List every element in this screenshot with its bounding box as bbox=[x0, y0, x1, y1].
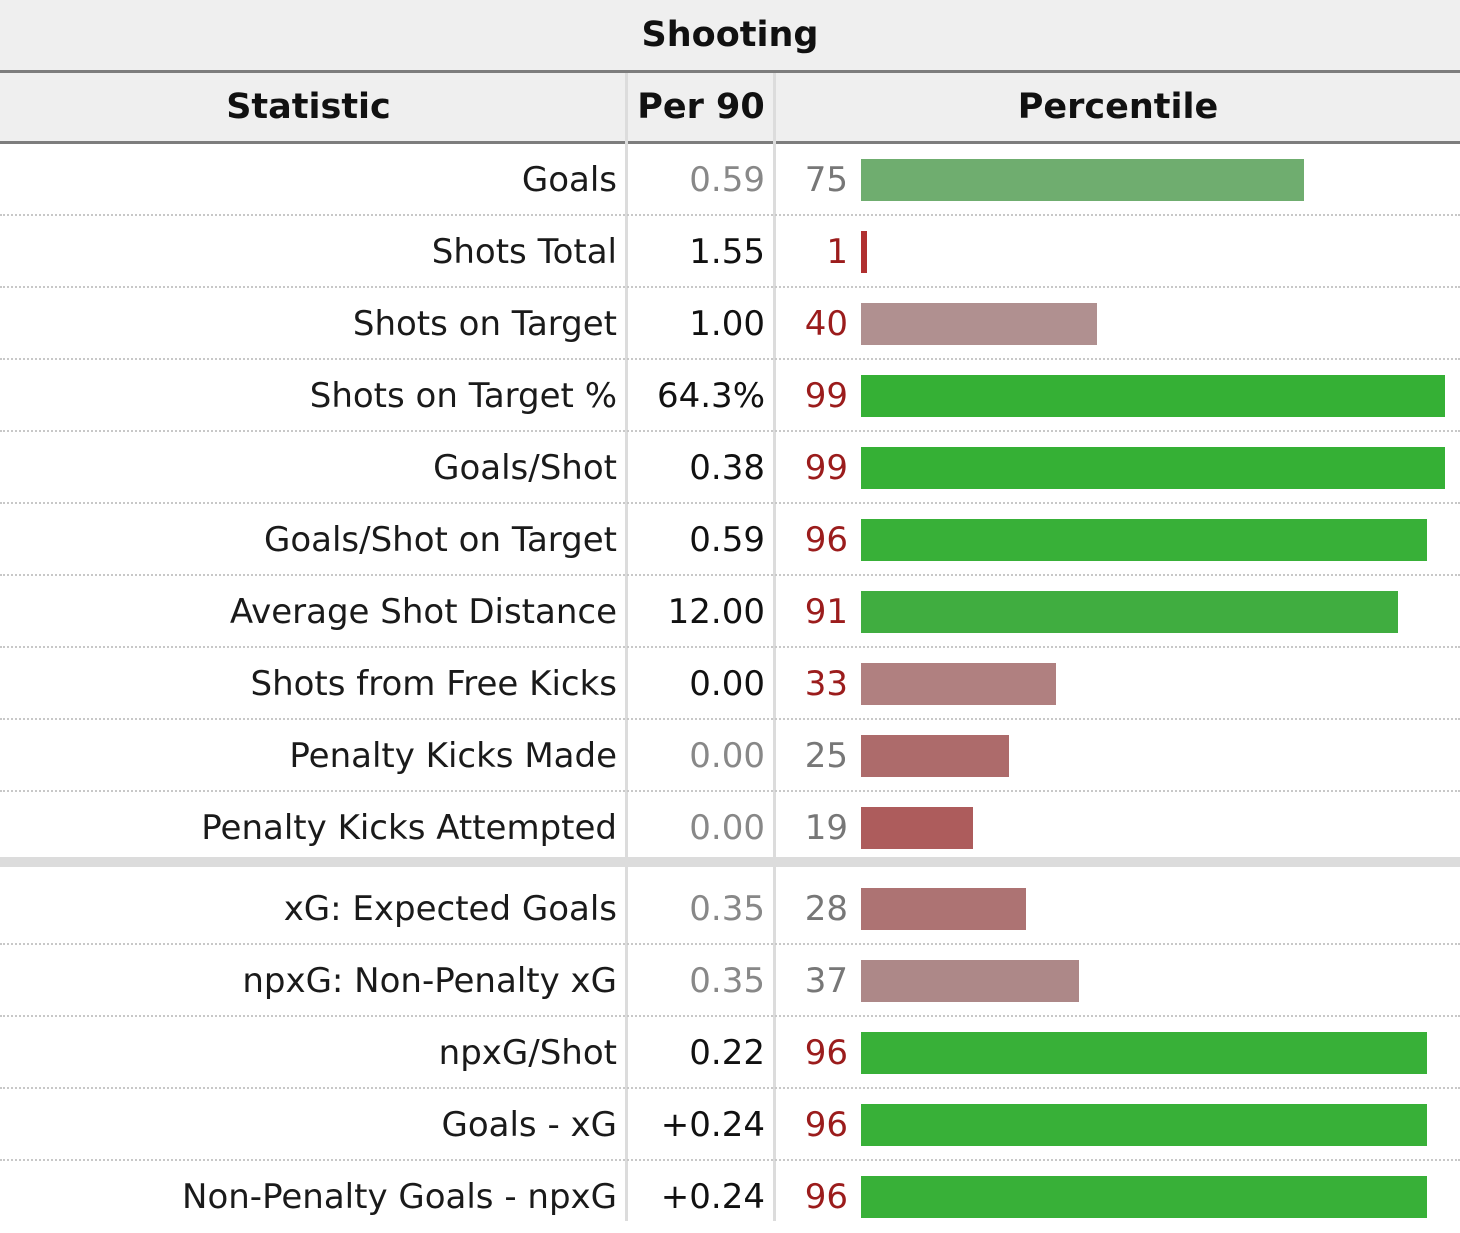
stat-label: Non-Penalty Goals - npxG bbox=[182, 1177, 617, 1217]
per90-value: 0.38 bbox=[689, 448, 765, 488]
table-row: Shots from Free Kicks 0.00 33 bbox=[0, 648, 1460, 720]
table-row: Shots on Target 1.00 40 bbox=[0, 288, 1460, 360]
percentile-value: 37 bbox=[804, 961, 848, 1001]
row-separator bbox=[0, 790, 1460, 792]
percentile-bar bbox=[861, 807, 973, 849]
table-row: npxG/Shot 0.22 96 bbox=[0, 1017, 1460, 1089]
percentile-bar bbox=[861, 303, 1097, 345]
per90-value: 0.35 bbox=[689, 961, 765, 1001]
table-row: Shots Total 1.55 1 bbox=[0, 216, 1460, 288]
stat-label: npxG/Shot bbox=[438, 1033, 617, 1073]
percentile-bar bbox=[861, 591, 1398, 633]
percentile-bar bbox=[861, 960, 1079, 1002]
stat-label: npxG: Non-Penalty xG bbox=[242, 961, 617, 1001]
percentile-value: 99 bbox=[804, 448, 848, 488]
table-row: Goals 0.59 75 bbox=[0, 144, 1460, 216]
stat-label: Goals/Shot bbox=[433, 448, 617, 488]
stat-label: Goals/Shot on Target bbox=[263, 520, 617, 560]
percentile-value: 33 bbox=[804, 664, 848, 704]
stat-label: Average Shot Distance bbox=[229, 592, 617, 632]
stat-label: Shots on Target bbox=[352, 304, 617, 344]
percentile-value: 40 bbox=[804, 304, 848, 344]
per90-value: 12.00 bbox=[667, 592, 765, 632]
row-separator bbox=[0, 1087, 1460, 1089]
percentile-bar bbox=[861, 888, 1026, 930]
table-row: Goals/Shot 0.38 99 bbox=[0, 432, 1460, 504]
per90-value: 1.00 bbox=[689, 304, 765, 344]
per90-value: 64.3% bbox=[656, 376, 765, 416]
per90-value: 0.22 bbox=[689, 1033, 765, 1073]
percentile-bar bbox=[861, 447, 1445, 489]
per90-value: 0.59 bbox=[689, 160, 765, 200]
percentile-value: 96 bbox=[804, 1177, 848, 1217]
stat-label: Shots from Free Kicks bbox=[250, 664, 617, 704]
table-row: Non-Penalty Goals - npxG +0.24 96 bbox=[0, 1161, 1460, 1233]
percentile-bar bbox=[861, 519, 1427, 561]
row-separator bbox=[0, 502, 1460, 504]
table-row: Penalty Kicks Made 0.00 25 bbox=[0, 720, 1460, 792]
percentile-bar bbox=[861, 231, 867, 273]
row-separator bbox=[0, 286, 1460, 288]
percentile-bar bbox=[861, 1176, 1427, 1218]
percentile-value: 19 bbox=[804, 808, 848, 848]
table-row: Average Shot Distance 12.00 91 bbox=[0, 576, 1460, 648]
per90-value: 0.35 bbox=[689, 889, 765, 929]
percentile-value: 96 bbox=[804, 1033, 848, 1073]
table-row: Goals/Shot on Target 0.59 96 bbox=[0, 504, 1460, 576]
per90-value: 1.55 bbox=[689, 232, 765, 272]
percentile-bar bbox=[861, 1104, 1427, 1146]
row-separator bbox=[0, 718, 1460, 720]
table-row: xG: Expected Goals 0.35 28 bbox=[0, 873, 1460, 945]
row-separator bbox=[0, 646, 1460, 648]
table-row: Goals - xG +0.24 96 bbox=[0, 1089, 1460, 1161]
stat-label: Penalty Kicks Made bbox=[289, 736, 617, 776]
stat-label: Goals bbox=[521, 160, 617, 200]
table-title: Shooting bbox=[0, 0, 1460, 73]
stat-label: xG: Expected Goals bbox=[283, 889, 617, 929]
row-separator bbox=[0, 1015, 1460, 1017]
header-per90[interactable]: Per 90 bbox=[637, 87, 765, 127]
percentile-value: 25 bbox=[804, 736, 848, 776]
table-row: Shots on Target % 64.3% 99 bbox=[0, 360, 1460, 432]
row-separator bbox=[0, 214, 1460, 216]
per90-value: 0.00 bbox=[689, 664, 765, 704]
percentile-value: 99 bbox=[804, 376, 848, 416]
percentile-value: 96 bbox=[804, 1105, 848, 1145]
row-separator bbox=[0, 1159, 1460, 1161]
per90-value: 0.00 bbox=[689, 736, 765, 776]
section-divider bbox=[0, 857, 1460, 867]
percentile-bar bbox=[861, 1032, 1427, 1074]
per90-value: +0.24 bbox=[660, 1177, 765, 1217]
stat-label: Shots on Target % bbox=[309, 376, 617, 416]
percentile-value: 91 bbox=[804, 592, 848, 632]
percentile-value: 1 bbox=[826, 232, 848, 272]
row-separator bbox=[0, 943, 1460, 945]
header-statistic[interactable]: Statistic bbox=[226, 87, 391, 127]
stat-label: Goals - xG bbox=[441, 1105, 618, 1145]
row-separator bbox=[0, 574, 1460, 576]
percentile-value: 75 bbox=[804, 160, 848, 200]
per90-value: +0.24 bbox=[660, 1105, 765, 1145]
percentile-bar bbox=[861, 663, 1056, 705]
row-separator bbox=[0, 358, 1460, 360]
table-row: npxG: Non-Penalty xG 0.35 37 bbox=[0, 945, 1460, 1017]
row-separator bbox=[0, 430, 1460, 432]
percentile-value: 28 bbox=[804, 889, 848, 929]
percentile-bar bbox=[861, 735, 1009, 777]
table-row: Penalty Kicks Attempted 0.00 19 bbox=[0, 792, 1460, 864]
stat-label: Penalty Kicks Attempted bbox=[201, 808, 617, 848]
percentile-bar bbox=[861, 159, 1304, 201]
header-percentile[interactable]: Percentile bbox=[1017, 87, 1219, 127]
percentile-bar bbox=[861, 375, 1445, 417]
table-header-row: Statistic Per 90 Percentile bbox=[0, 73, 1460, 144]
per90-value: 0.59 bbox=[689, 520, 765, 560]
stat-label: Shots Total bbox=[431, 232, 617, 272]
per90-value: 0.00 bbox=[689, 808, 765, 848]
percentile-value: 96 bbox=[804, 520, 848, 560]
